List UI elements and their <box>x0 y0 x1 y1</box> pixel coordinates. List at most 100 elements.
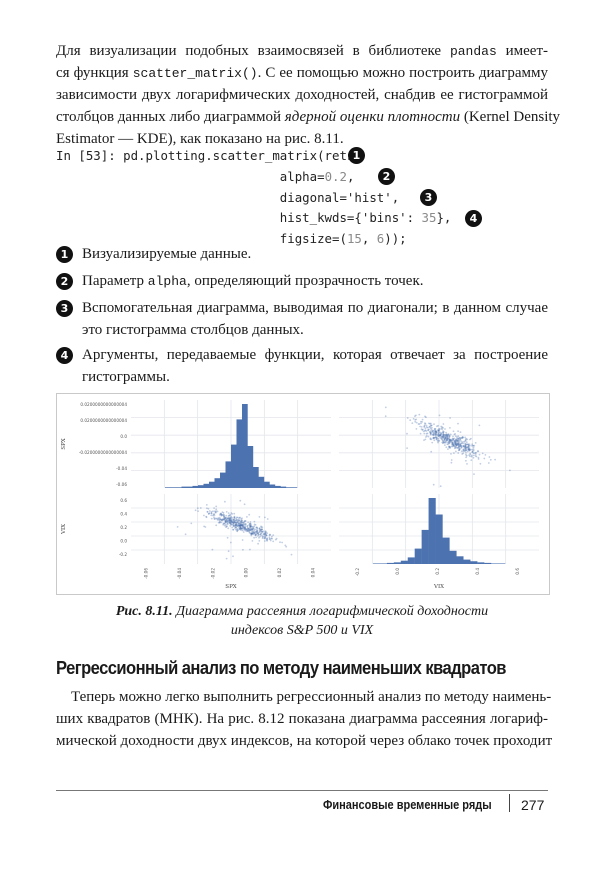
scatter-point-vix-spx <box>242 525 245 528</box>
scatter-point-vix-spx <box>199 507 202 509</box>
scatter-point-vix-spx <box>230 512 233 514</box>
scatter-point-vix-spx <box>252 527 255 530</box>
scatter-point-spx-vix <box>451 441 454 444</box>
vix-hist-bar <box>435 514 443 564</box>
scatter-point-vix-spx <box>234 521 236 524</box>
scatter-point-vix-spx <box>240 521 243 524</box>
spx-hist-bar <box>187 486 193 488</box>
scatter-point-vix-spx <box>213 513 216 515</box>
scatter-point-spx-vix <box>475 451 477 454</box>
scatter-point-vix-spx <box>264 516 266 519</box>
scatter-point-vix-spx <box>218 518 221 520</box>
callout-marker-4: 4 <box>465 210 482 227</box>
scatter-point-vix-spx <box>243 526 246 529</box>
scatter-point-vix-spx <box>246 528 249 531</box>
scatter-point-vix-spx <box>241 539 244 541</box>
scatter-point-vix-spx <box>247 521 250 524</box>
scatter-point-vix-spx <box>244 520 247 522</box>
scatter-point-vix-spx <box>247 528 250 530</box>
scatter-point-spx-vix <box>431 441 434 444</box>
scatter-point-spx-vix <box>467 444 470 447</box>
scatter-point-spx-vix <box>443 439 446 442</box>
scatter-point-spx-vix <box>467 443 469 446</box>
scatter-point-spx-vix <box>464 444 467 447</box>
scatter-point-spx-vix <box>412 417 415 420</box>
scatter-point-vix-spx <box>249 525 252 528</box>
scatter-point-spx-vix <box>465 437 468 440</box>
vix-ytick-label: 0.0 <box>120 539 127 544</box>
scatter-point-spx-vix <box>434 436 437 439</box>
scatter-point-spx-vix <box>426 432 429 435</box>
scatter-point-spx-vix <box>445 434 448 436</box>
scatter-point-spx-vix <box>465 447 467 449</box>
scatter-point-vix-spx <box>269 534 272 536</box>
scatter-point-spx-vix <box>434 434 437 436</box>
scatter-point-vix-spx <box>196 507 199 510</box>
scatter-point-vix-spx <box>235 524 237 527</box>
scatter-point-vix-spx <box>229 516 232 519</box>
scatter-point-spx-vix <box>443 439 446 441</box>
vix-ytick-label: 0.4 <box>120 512 127 517</box>
spx-hist-bar <box>220 472 226 488</box>
scatter-point-spx-vix <box>430 429 432 432</box>
scatter-point-spx-vix <box>423 430 426 432</box>
scatter-point-vix-spx <box>244 524 247 527</box>
scatter-point-vix-spx <box>268 533 271 536</box>
scatter-point-vix-spx <box>197 510 200 512</box>
scatter-point-spx-vix <box>473 473 475 475</box>
scatter-point-spx-vix <box>452 443 454 446</box>
scatter-point-spx-vix <box>477 458 480 460</box>
spx-ytick-label: -0.06 <box>116 482 127 487</box>
callout-marker-1: 1 <box>56 246 73 263</box>
scatter-point-spx-vix <box>448 434 451 437</box>
scatter-point-spx-vix <box>459 445 462 447</box>
scatter-point-spx-vix <box>453 452 455 454</box>
scatter-point-vix-spx <box>251 529 254 531</box>
scatter-point-vix-spx <box>260 532 262 534</box>
x-axis-label-spx: SPX <box>225 584 236 590</box>
scatter-point-vix-spx <box>244 520 247 522</box>
note-1: 1 Визуализируемые данные. <box>56 243 548 265</box>
scatter-point-spx-vix <box>443 440 446 443</box>
scatter-point-spx-vix <box>461 453 464 455</box>
scatter-point-spx-vix <box>448 442 451 444</box>
scatter-point-vix-spx <box>250 526 253 528</box>
scatter-point-spx-vix <box>465 446 467 449</box>
scatter-point-vix-spx <box>260 528 263 531</box>
scatter-point-spx-vix <box>447 443 450 445</box>
scatter-point-vix-spx <box>230 519 233 522</box>
scatter-point-vix-spx <box>257 532 259 535</box>
scatter-point-vix-spx <box>242 529 245 531</box>
scatter-point-vix-spx <box>206 510 209 513</box>
scatter-point-vix-spx <box>241 529 244 532</box>
scatter-point-spx-vix <box>429 424 432 427</box>
scatter-point-spx-vix <box>419 432 422 435</box>
scatter-point-vix-spx <box>254 534 257 537</box>
scatter-point-vix-spx <box>248 528 251 531</box>
vix-hist-bar <box>414 548 422 564</box>
scatter-point-vix-spx <box>263 532 266 535</box>
scatter-point-vix-spx <box>246 530 249 532</box>
scatter-point-spx-vix <box>435 433 437 435</box>
scatter-matrix-figure: 0.0200000000000004 0.0200000000000004 0.0 -… <box>56 393 550 595</box>
spx-hist-bar <box>192 485 199 488</box>
vix-hist-bar <box>393 562 401 564</box>
scatter-point-vix-spx <box>233 516 236 519</box>
scatter-point-vix-spx <box>265 538 268 541</box>
scatter-point-spx-vix <box>441 435 444 438</box>
scatter-point-vix-spx <box>262 530 265 533</box>
scatter-point-spx-vix <box>465 443 468 446</box>
scatter-point-spx-vix <box>455 440 458 442</box>
scatter-point-vix-spx <box>258 527 261 530</box>
scatter-point-vix-spx <box>221 514 224 516</box>
scatter-point-vix-spx <box>258 540 261 542</box>
scatter-point-vix-spx <box>240 520 242 523</box>
scatter-point-vix-spx <box>249 525 252 528</box>
scatter-point-vix-spx <box>222 518 225 521</box>
scatter-point-spx-vix <box>464 445 467 447</box>
scatter-point-vix-spx <box>271 537 273 540</box>
scatter-point-vix-spx <box>232 555 234 558</box>
scatter-point-spx-vix <box>444 444 446 446</box>
scatter-point-vix-spx <box>224 517 227 519</box>
scatter-point-vix-spx <box>227 523 229 525</box>
